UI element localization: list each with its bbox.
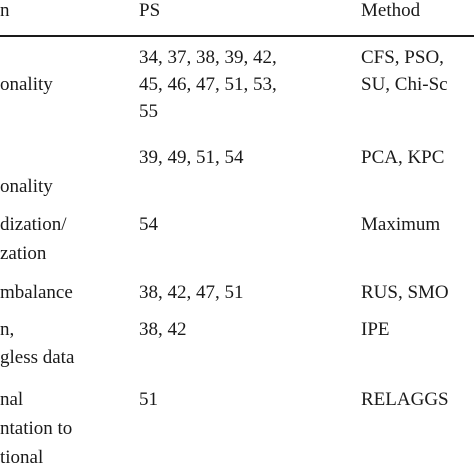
row-5-method: IPE [361,319,390,340]
row-1-ps-line-3: 55 [139,101,158,122]
row-1-name-line-2: onality [0,74,53,95]
row-4-method: RUS, SMO [361,282,449,303]
row-1-method-line-1: CFS, PSO, [361,47,444,68]
row-3-name-line-2: zation [0,243,47,264]
row-1-method-line-2: SU, Chi-Sc [361,74,448,95]
row-5-name-line-1: n, [0,319,15,340]
row-6-name-line-3: tional [0,447,44,468]
column-header-method: Method [361,0,421,21]
row-4-name: mbalance [0,282,73,303]
row-3-name-line-1: dization/ [0,214,67,235]
row-6-name-line-2: ntation to [0,418,73,439]
row-2-ps: 39, 49, 51, 54 [139,147,244,168]
header-rule [0,35,474,37]
row-5-name-line-2: gless data [0,347,75,368]
column-header-ps: PS [139,0,161,21]
row-1-ps-line-1: 34, 37, 38, 39, 42, [139,47,277,68]
row-5-ps: 38, 42 [139,319,187,340]
row-3-method: Maximum [361,214,441,235]
row-6-name-line-1: nal [0,389,24,410]
row-4-ps: 38, 42, 47, 51 [139,282,244,303]
row-1-ps-line-2: 45, 46, 47, 51, 53, [139,74,277,95]
row-2-name-line-2: onality [0,176,53,197]
row-6-method: RELAGGS [361,389,449,410]
row-3-ps: 54 [139,214,158,235]
row-6-ps: 51 [139,389,158,410]
column-header-name: n [0,0,10,21]
row-2-method: PCA, KPC [361,147,445,168]
